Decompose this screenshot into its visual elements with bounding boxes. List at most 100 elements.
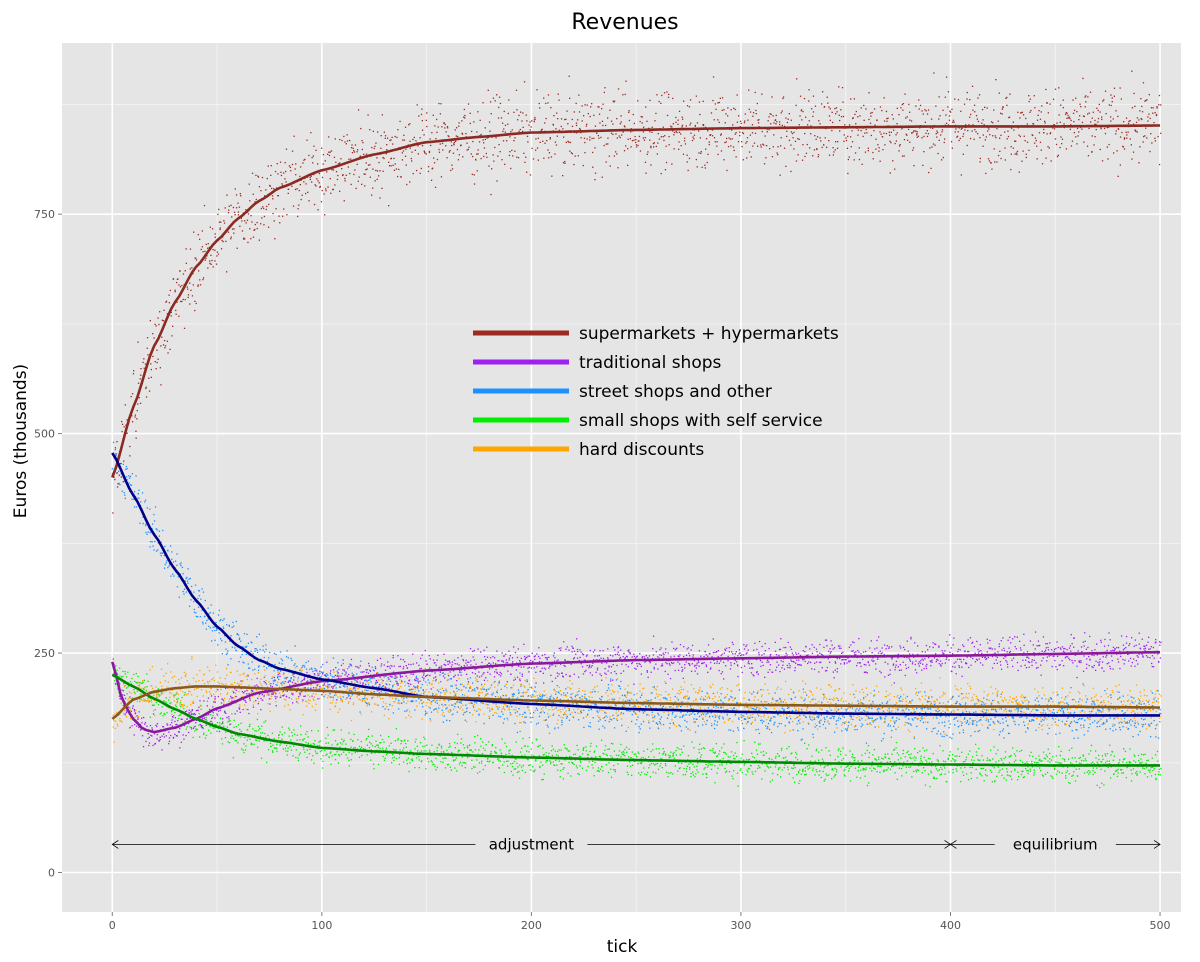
- data-point: [909, 731, 911, 733]
- data-point: [630, 692, 633, 694]
- data-point: [122, 694, 124, 696]
- data-point: [511, 657, 514, 659]
- data-point: [604, 711, 606, 713]
- data-point: [558, 686, 560, 688]
- data-point: [871, 770, 873, 772]
- data-point: [942, 702, 945, 704]
- data-point: [986, 757, 989, 759]
- data-point: [1008, 775, 1010, 777]
- data-point: [723, 743, 725, 745]
- data-point: [921, 772, 923, 774]
- data-point: [1107, 696, 1109, 698]
- data-point: [127, 699, 129, 701]
- data-point: [600, 756, 602, 758]
- data-point: [424, 745, 426, 747]
- data-point: [214, 696, 216, 698]
- data-point: [910, 757, 912, 759]
- data-point: [142, 681, 144, 683]
- data-point: [297, 679, 299, 681]
- data-point: [1134, 720, 1137, 722]
- data-point: [538, 660, 541, 663]
- data-point: [494, 671, 496, 673]
- data-point: [812, 769, 814, 771]
- data-point: [219, 717, 222, 720]
- data-point: [377, 744, 379, 746]
- data-point: [1091, 710, 1093, 712]
- data-point: [996, 693, 999, 695]
- data-point: [582, 749, 584, 751]
- data-point: [356, 696, 358, 698]
- data-point: [469, 744, 471, 746]
- data-point: [944, 761, 947, 763]
- data-point: [176, 698, 178, 700]
- data-point: [833, 697, 835, 699]
- data-point: [1116, 691, 1118, 693]
- data-point: [641, 771, 643, 773]
- data-point: [503, 707, 505, 710]
- data-point: [500, 754, 503, 756]
- data-point: [519, 678, 521, 680]
- data-point: [914, 748, 916, 750]
- data-point: [124, 670, 126, 673]
- data-point: [633, 760, 636, 763]
- data-point: [143, 716, 145, 719]
- data-point: [1133, 702, 1135, 704]
- data-point: [595, 745, 598, 747]
- data-point: [1090, 762, 1093, 765]
- data-point: [1111, 708, 1113, 710]
- data-point: [249, 723, 251, 726]
- data-point: [976, 702, 978, 705]
- data-point: [692, 771, 694, 773]
- data-point: [257, 686, 260, 688]
- data-point: [481, 702, 484, 704]
- data-point: [115, 665, 117, 667]
- data-point: [502, 706, 504, 708]
- data-point: [355, 665, 357, 668]
- data-point: [557, 769, 559, 771]
- data-point: [1100, 768, 1102, 771]
- data-point: [663, 751, 665, 753]
- data-point: [630, 698, 633, 700]
- data-point: [908, 754, 910, 756]
- data-point: [859, 691, 861, 693]
- data-point: [672, 755, 674, 757]
- data-point: [371, 698, 373, 700]
- data-point: [487, 671, 489, 673]
- data-point: [317, 730, 319, 732]
- data-point: [1126, 761, 1128, 764]
- data-point: [334, 705, 337, 707]
- data-point: [285, 699, 287, 701]
- data-point: [578, 773, 580, 776]
- data-point: [275, 701, 277, 703]
- data-point: [609, 716, 611, 718]
- data-point: [834, 773, 837, 776]
- data-point: [776, 688, 778, 690]
- data-point: [470, 701, 472, 703]
- data-point: [497, 684, 499, 687]
- data-point: [521, 715, 523, 718]
- data-point: [345, 698, 347, 700]
- data-point: [216, 730, 218, 732]
- data-point: [837, 756, 839, 758]
- data-point: [1094, 771, 1096, 773]
- data-point: [425, 675, 427, 678]
- data-point: [410, 759, 413, 761]
- data-point: [466, 707, 468, 709]
- data-point: [331, 686, 334, 688]
- data-point: [154, 709, 156, 711]
- data-point: [895, 708, 897, 710]
- data-point: [1049, 752, 1051, 755]
- data-point: [221, 683, 223, 685]
- data-point: [944, 692, 946, 694]
- data-point: [588, 761, 590, 763]
- data-point: [994, 781, 996, 783]
- data-point: [464, 669, 466, 671]
- data-point: [618, 750, 621, 752]
- data-point: [975, 768, 977, 771]
- data-point: [176, 723, 178, 726]
- data-point: [744, 762, 746, 764]
- data-point: [933, 776, 935, 778]
- data-point: [1102, 711, 1104, 713]
- data-point: [138, 686, 140, 689]
- data-point: [1139, 762, 1141, 764]
